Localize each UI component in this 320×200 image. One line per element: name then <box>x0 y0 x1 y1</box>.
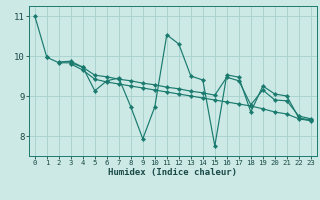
X-axis label: Humidex (Indice chaleur): Humidex (Indice chaleur) <box>108 168 237 177</box>
